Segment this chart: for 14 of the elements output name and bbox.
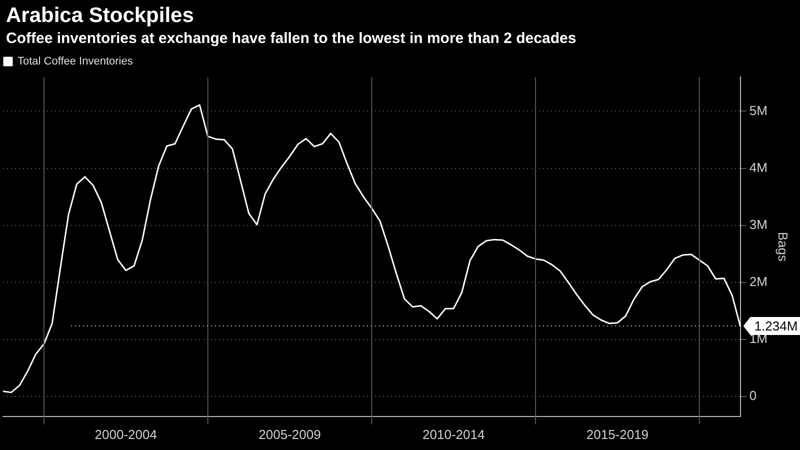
chart-title: Arabica Stockpiles [5, 3, 195, 29]
x-tick-label: 2010-2014 [422, 426, 485, 442]
x-tick-label: 2000-2004 [94, 426, 157, 442]
y-tick-label: 0 [749, 388, 757, 404]
y-tick-label: 2M [749, 274, 768, 289]
ref-line-label: 1.234M [754, 318, 798, 334]
y-tick-label: 4M [749, 160, 768, 175]
legend-label: Total Coffee Inventories [18, 56, 134, 68]
y-tick-label: 3M [749, 216, 768, 232]
y-axis-title: Bags [776, 232, 791, 262]
x-tick-label: 2015-2019 [586, 426, 649, 442]
y-tick-label: 5M [749, 102, 768, 118]
x-tick-label: 2005-2009 [258, 426, 321, 442]
chart-subtitle: Coffee inventories at exchange have fallen to the lowest in more than 2 decades [5, 30, 578, 49]
